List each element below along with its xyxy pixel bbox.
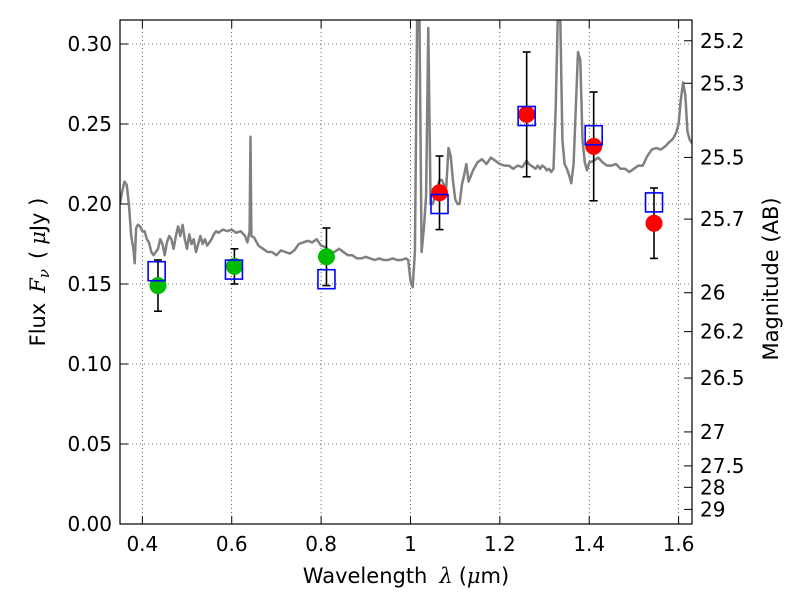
y-axis-label-symbol: F <box>26 277 50 294</box>
y-tick-label: 0.15 <box>67 272 112 296</box>
plot-area <box>120 20 692 313</box>
optical-photometry-point <box>149 277 167 295</box>
optical-photometry-point <box>317 248 335 266</box>
nir-photometry-point <box>431 184 449 202</box>
y-tick-label: 0.30 <box>67 32 112 56</box>
y-axis-label-sub: ν <box>35 269 53 278</box>
model-photometry-square <box>430 193 449 215</box>
y-tick-label: 0.20 <box>67 192 112 216</box>
x-tick-label: 0.8 <box>305 532 337 556</box>
magnitude-tick-label: 27 <box>700 420 725 444</box>
x-tick-label: 1.4 <box>573 532 605 556</box>
y-tick-label: 0.00 <box>67 512 112 536</box>
nir-photometry-point <box>645 214 663 232</box>
model-spectrum-line <box>120 20 692 289</box>
model-photometry-square <box>517 105 536 127</box>
x-tick-label: 1 <box>404 532 417 556</box>
x-axis-label: Wavelength λ (μm) <box>303 564 509 588</box>
model-photometry-square <box>147 260 166 282</box>
y-axis-label-unit-rest: Jy ) <box>26 198 50 234</box>
magnitude-tick-label: 25.2 <box>700 29 745 53</box>
magnitude-tick-label: 28 <box>700 475 725 499</box>
magnitude-tick-label: 25.7 <box>700 207 745 231</box>
magnitude-tick-label: 29 <box>700 497 725 521</box>
x-tick-label: 0.6 <box>216 532 248 556</box>
plot-frame <box>119 19 693 525</box>
x-axis-label-unit-open: ( <box>459 564 467 588</box>
y-axis-label: Flux Fν ( μJy ) <box>26 198 53 347</box>
magnitude-tick-label: 26.5 <box>700 366 745 390</box>
model-photometry-square <box>317 268 336 290</box>
axis-ticks: 0.4 0.6 0.8 1 1.2 1.4 1.6 0.00 0.05 0.10 0.15 0.20 0… <box>67 20 745 556</box>
nir-photometry-point <box>518 105 536 123</box>
nir-photometry-point <box>585 137 603 155</box>
y-axis-label-unit-mu: μ <box>26 231 50 245</box>
x-axis-label-symbol: λ <box>438 564 452 588</box>
magnitude-tick-label: 25.5 <box>700 145 745 169</box>
magnitude-tick-label: 26 <box>700 281 725 305</box>
x-tick-label: 1.2 <box>484 532 516 556</box>
magnitude-axis-label: Magnitude (AB) <box>759 197 783 360</box>
y-tick-label: 0.25 <box>67 112 112 136</box>
magnitude-tick-label: 27.5 <box>700 454 745 478</box>
magnitude-tick-label: 25.3 <box>700 71 745 95</box>
model-photometry-square <box>584 124 603 146</box>
x-tick-label: 1.6 <box>663 532 695 556</box>
y-axis-label-unit-open: ( <box>26 251 50 259</box>
model-photometry-square <box>224 259 244 280</box>
x-tick-label: 0.4 <box>126 532 158 556</box>
model-photometry-square <box>644 192 664 213</box>
x-axis-label-unit-rest: m) <box>481 564 510 588</box>
magnitude-tick-label: 26.2 <box>700 320 745 344</box>
y-tick-label: 0.05 <box>67 432 112 456</box>
y-tick-label: 0.10 <box>67 352 112 376</box>
x-axis-label-prefix: Wavelength <box>303 564 428 588</box>
grid <box>120 20 692 525</box>
y-axis-label-prefix: Flux <box>26 303 50 347</box>
x-axis-label-unit-mu: μ <box>467 564 481 588</box>
